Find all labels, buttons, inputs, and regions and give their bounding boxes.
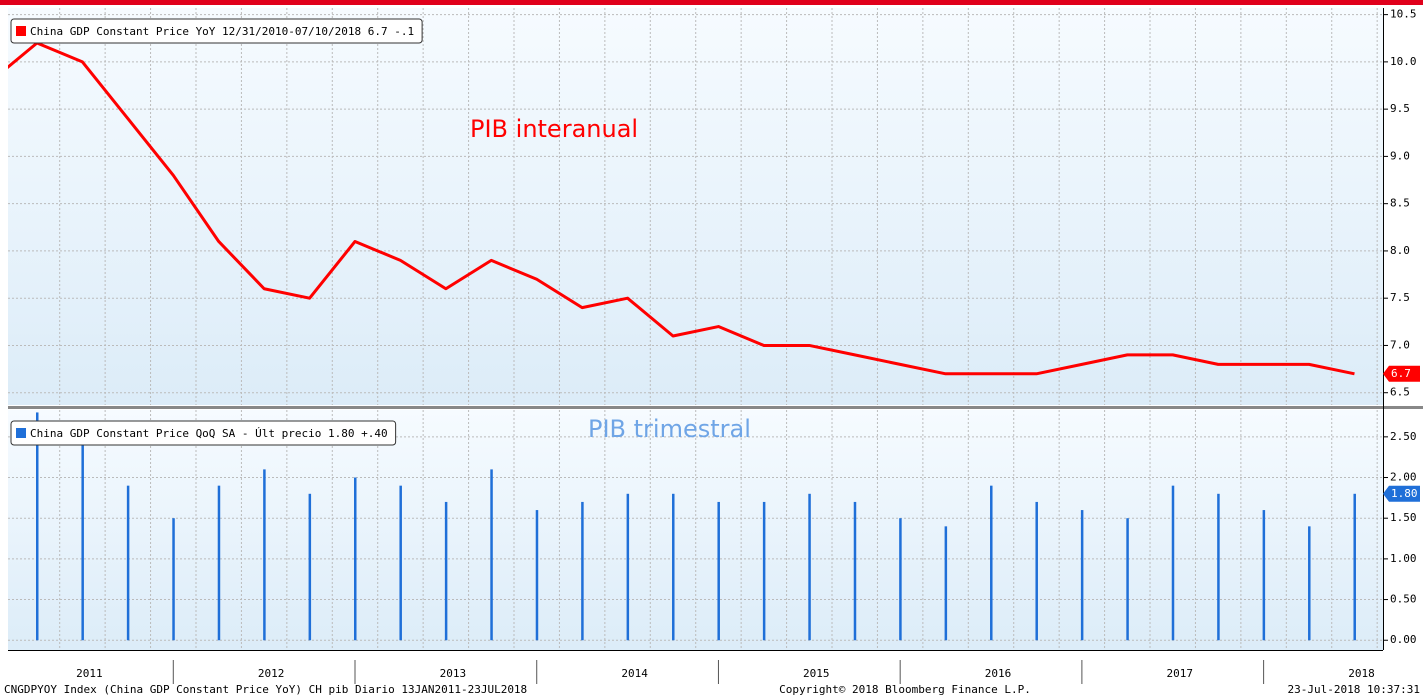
x-tick-label: 2017: [1167, 667, 1194, 680]
y-tick-label: 9.0: [1390, 149, 1410, 162]
bar: [1126, 518, 1129, 641]
bar: [308, 493, 312, 641]
legend-text: China GDP Constant Price QoQ SA - Últ pr…: [30, 427, 388, 440]
bar: [1171, 485, 1175, 641]
bar: [581, 501, 584, 641]
bar: [1080, 510, 1084, 641]
top-stripe: [0, 0, 1423, 5]
footer-right: 23-Jul-2018 10:37:31: [1288, 683, 1420, 696]
y-tick-label: 7.0: [1390, 338, 1410, 351]
x-tick-label: 2015: [803, 667, 830, 680]
y-tick-label: 10.0: [1390, 55, 1417, 68]
bar: [990, 485, 993, 641]
x-tick-label: 2018: [1348, 667, 1375, 680]
top-panel: [8, 8, 1383, 405]
y-tick-label: 6.5: [1390, 386, 1410, 399]
bar: [1262, 510, 1266, 641]
bar: [535, 510, 539, 641]
x-tick-label: 2012: [258, 667, 285, 680]
y-tick-label: 8.0: [1390, 244, 1410, 257]
bar: [626, 493, 630, 641]
annotation: PIB trimestral: [588, 415, 751, 443]
bar: [853, 501, 857, 641]
y-tick-label: 2.00: [1390, 471, 1417, 484]
legend-swatch: [16, 26, 26, 36]
y-tick-label: 1.00: [1390, 552, 1417, 565]
y-tick-label: 7.5: [1390, 291, 1410, 304]
bar: [717, 501, 720, 641]
value-tag: [1383, 485, 1420, 502]
yoy-line: [8, 41, 1355, 376]
bar: [444, 501, 448, 641]
bar: [172, 518, 175, 641]
bar: [672, 493, 675, 641]
value-tag-label: 6.7: [1391, 367, 1411, 380]
annotations: 6.5 7.0 7.5 8.0 8.5 9.0 9.5 10.0 10.5 6.7 China GD…: [10, 8, 1420, 684]
x-tick-label: 2013: [440, 667, 467, 680]
x-tick-label: 2011: [76, 667, 103, 680]
bar: [808, 493, 811, 641]
bar: [1353, 493, 1356, 641]
bar: [1217, 493, 1220, 641]
y-tick-label: 8.5: [1390, 197, 1410, 210]
y-tick-label: 10.5: [1390, 8, 1417, 21]
y-tick-label: 0.50: [1390, 593, 1417, 606]
footer-center: Copyright© 2018 Bloomberg Finance L.P.: [779, 683, 1031, 696]
value-tag-label: 1.80: [1391, 487, 1418, 500]
bar: [899, 518, 902, 641]
x-tick-label: 2014: [621, 667, 648, 680]
legend-swatch: [16, 428, 26, 438]
bar: [1308, 526, 1311, 641]
y-tick-label: 9.5: [1390, 102, 1410, 115]
bar: [217, 485, 221, 641]
annotation: PIB interanual: [470, 115, 638, 143]
bar: [81, 420, 84, 641]
y-tick-label: 2.50: [1390, 430, 1417, 443]
x-tick-label: 2016: [985, 667, 1012, 680]
footer-left: CNGDPYOY Index (China GDP Constant Price…: [4, 683, 527, 696]
bar: [762, 501, 766, 641]
bar: [126, 485, 130, 641]
legend-text: China GDP Constant Price YoY 12/31/2010-…: [30, 25, 414, 38]
bar: [36, 412, 39, 641]
y-tick-label: 1.50: [1390, 511, 1417, 524]
bar: [490, 469, 493, 641]
legend-box: [10, 420, 397, 446]
bar: [944, 526, 948, 641]
bar: [354, 477, 357, 641]
bar: [263, 469, 266, 641]
value-tag: [1383, 365, 1420, 382]
top-plot: [8, 8, 1383, 405]
legend-box: [10, 18, 423, 44]
y-tick-label: 0.00: [1390, 633, 1417, 646]
bar: [1035, 501, 1038, 641]
bar: [399, 485, 402, 641]
